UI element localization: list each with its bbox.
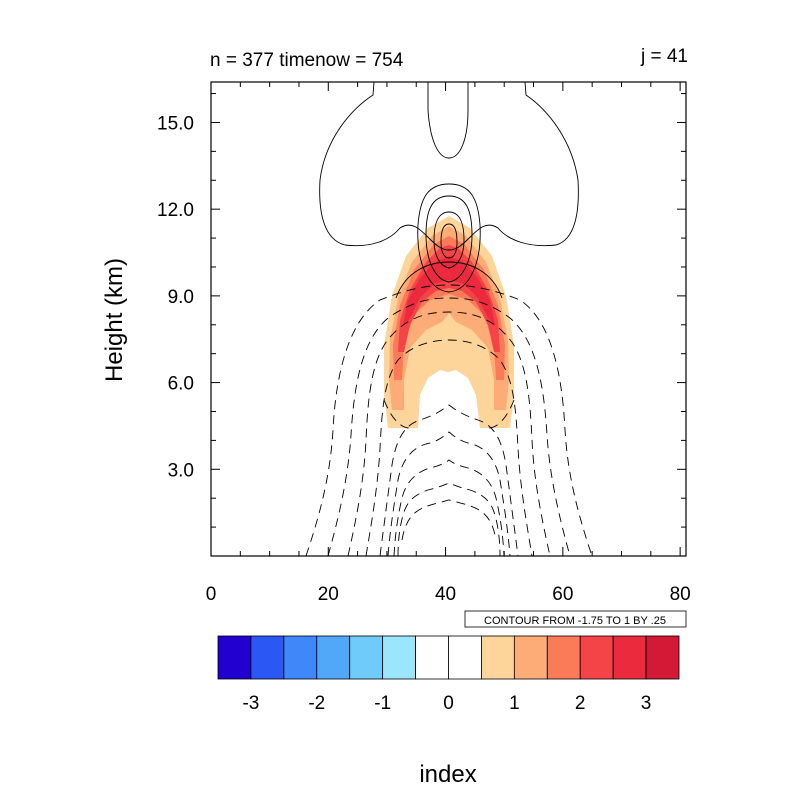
colorbar-label: -2	[308, 693, 325, 714]
colorbar-labels: -3 -2 -1 0 1 2 3	[242, 693, 651, 714]
colorbar-label: 0	[443, 693, 454, 714]
contour-info-text: CONTOUR FROM -1.75 TO 1 BY .25	[484, 615, 666, 627]
y-tick-label: 9.0	[168, 287, 194, 308]
contour-dashed-2	[327, 297, 571, 556]
y-tick-label: 12.0	[157, 200, 194, 221]
colorbar-label: 1	[509, 693, 520, 714]
colorbar-box	[448, 635, 482, 680]
colorbar-label: -3	[242, 693, 259, 714]
contour-solid-ring-3	[433, 211, 465, 269]
contour-solid-outer	[319, 82, 579, 251]
x-tick-labels: 0 20 40 60 80	[206, 584, 691, 605]
colorbar-box	[382, 635, 416, 680]
colorbar-box	[283, 635, 318, 680]
colorbar-box	[546, 635, 581, 680]
axis-ticks	[210, 82, 686, 556]
colorbar-box	[612, 635, 647, 680]
colorbar-box	[250, 635, 285, 680]
y-axis-label: Height (km)	[101, 258, 128, 382]
contour-info-box	[464, 610, 687, 628]
colorbar-box	[415, 635, 449, 680]
x-axis-label: index	[419, 761, 476, 788]
colorbar-box	[217, 635, 252, 680]
x-tick-label: 40	[435, 584, 456, 605]
y-tick-label: 6.0	[168, 374, 194, 395]
contour-dashed-left-lobe	[383, 399, 415, 429]
contour-dashed-8	[397, 482, 501, 556]
colorbar-label: 3	[641, 693, 652, 714]
contour-dashed-7	[393, 459, 505, 556]
contour-dashed-3	[347, 311, 551, 556]
x-tick-label: 20	[318, 584, 339, 605]
colorbar-label: 2	[575, 693, 586, 714]
y-tick-label: 3.0	[168, 460, 194, 481]
contour-dashed-1	[305, 284, 593, 556]
colorbar-box	[349, 635, 384, 680]
x-tick-label: 0	[206, 584, 217, 605]
contour-solid-ring-1	[417, 183, 481, 293]
contour-dashed-5	[379, 404, 519, 556]
title-right: j = 41	[640, 46, 688, 67]
colorbar-box	[579, 635, 614, 680]
contour-solid-arc	[395, 261, 503, 299]
contour-solid-center	[427, 82, 469, 159]
y-tick-label: 15.0	[157, 113, 194, 134]
colorbar-box	[645, 635, 680, 680]
contour-dashed-4	[365, 339, 533, 556]
colorbar-box	[481, 635, 515, 680]
shade-level-4	[398, 245, 500, 352]
colorbar	[217, 635, 680, 680]
contour-dashed-6	[387, 431, 511, 556]
shaded-field	[384, 216, 514, 428]
contour-dashed-group	[305, 284, 593, 556]
contour-solid-ring-2	[425, 195, 473, 283]
plot-frame	[210, 81, 687, 557]
x-tick-label: 60	[552, 584, 573, 605]
contour-dashed-9	[401, 499, 497, 541]
x-tick-label: 80	[670, 584, 691, 605]
colorbar-label: -1	[374, 693, 391, 714]
colorbar-box	[316, 635, 351, 680]
y-tick-labels: 3.0 6.0 9.0 12.0 15.0	[157, 113, 194, 481]
title-left: n = 377 timenow = 754	[210, 50, 404, 71]
contour-dashed-right-lobe	[483, 399, 515, 429]
contour-lines	[305, 82, 593, 556]
colorbar-box	[513, 635, 548, 680]
contour-solid-ring-4	[440, 223, 458, 259]
